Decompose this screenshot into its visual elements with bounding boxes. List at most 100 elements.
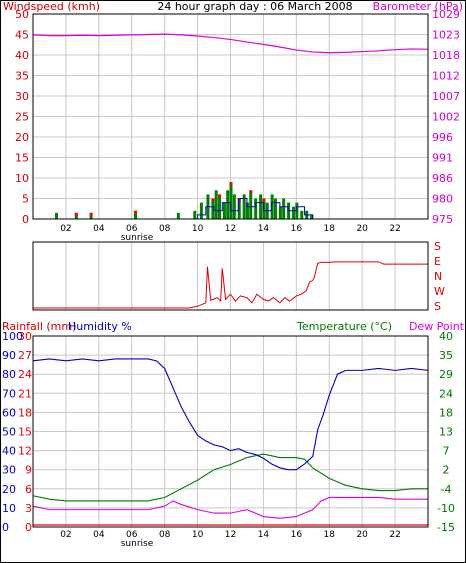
barometer-tick-label: 980 <box>432 193 453 206</box>
hour-tick-label: 04 <box>93 530 105 540</box>
gust-bar-peak <box>89 212 93 216</box>
panel1-hour-tick-labels: 02 04 06 08 10 12 14 16 18 20 22 <box>60 224 401 234</box>
temperature-tick-label: 40 <box>439 330 453 343</box>
sunrise-label: sunrise <box>121 233 154 243</box>
barometer-tick-labels: 1029 1023 1018 1012 1007 1002 996 991 986 980 975 <box>432 8 460 226</box>
rainfall-axis-title: Rainfall (mm) <box>2 320 76 333</box>
rainfall-tick-label: 27 <box>18 349 32 362</box>
rainfall-tick-label: 24 <box>18 368 32 381</box>
hour-tick-label: 02 <box>60 530 71 540</box>
barometer-tick-label: 1018 <box>432 49 460 62</box>
barometer-tick-label: 1007 <box>432 90 460 103</box>
dewpoint-axis-title: Dew Point <box>409 320 465 333</box>
gust-bar <box>222 202 226 219</box>
windspeed-tick-label: 50 <box>15 8 29 21</box>
hour-tick-label: 10 <box>192 530 204 540</box>
temperature-tick-label: 13 <box>439 426 453 439</box>
hour-tick-label: 16 <box>291 224 303 234</box>
hour-tick-label: 14 <box>258 530 270 540</box>
temperature-tick-label: 29 <box>439 368 453 381</box>
gust-bar <box>89 212 93 219</box>
barometer-tick-label: 1029 <box>432 8 460 21</box>
sunrise-label-bottom: sunrise <box>121 539 154 549</box>
hour-tick-label: 04 <box>93 224 105 234</box>
gust-bar-peak <box>249 190 253 194</box>
gust-bar <box>232 194 236 219</box>
humidity-tick-label: 20 <box>2 483 16 496</box>
temperature-tick-label: 35 <box>439 349 453 362</box>
windspeed-tick-label: 40 <box>15 49 29 62</box>
gust-bar <box>259 194 263 219</box>
barometer-line <box>32 33 429 54</box>
dewpoint-line <box>32 496 428 519</box>
gust-bar-peak <box>262 198 266 202</box>
gust-bar <box>249 190 253 219</box>
gust-bar <box>217 194 221 219</box>
gust-bar-peak <box>217 194 221 198</box>
direction-tick-label: S <box>434 300 441 313</box>
windspeed-tick-label: 10 <box>15 172 29 185</box>
gust-bar <box>282 198 286 219</box>
barometer-axis-title: Barometer (hPa) <box>373 0 463 13</box>
gust-bar <box>300 210 304 219</box>
humidity-tick-label: 30 <box>2 464 16 477</box>
gust-bar-peak <box>134 210 138 214</box>
rainfall-tick-label: 30 <box>18 330 32 343</box>
windspeed-tick-label: 0 <box>22 213 29 226</box>
gust-bar <box>193 210 197 219</box>
humidity-tick-label: 100 <box>2 330 23 343</box>
humidity-line <box>32 358 429 471</box>
hour-tick-label: 12 <box>225 224 236 234</box>
temperature-tick-label: 2 <box>443 464 450 477</box>
gust-bar <box>278 206 282 219</box>
temperature-tick-label: 24 <box>439 387 453 400</box>
wind-axis-title: Windspeed (kmh) <box>3 0 100 13</box>
hour-tick-label: 18 <box>324 530 336 540</box>
panel2-plot-border <box>32 241 429 311</box>
humidity-tick-label: 10 <box>2 502 16 515</box>
temperature-tick-label: -15 <box>437 521 455 534</box>
barometer-tick-label: 996 <box>432 131 453 144</box>
direction-tick-label: E <box>434 255 441 268</box>
rainfall-tick-label: 3 <box>25 502 32 515</box>
hour-tick-label: 14 <box>258 224 270 234</box>
temperature-tick-labels: 40 35 29 24 18 13 7 2 -4 -10 -15 <box>437 330 455 534</box>
barometer-tick-label: 1002 <box>432 111 460 124</box>
gust-bar <box>245 202 249 219</box>
gust-bar <box>74 212 78 219</box>
windspeed-tick-label: 15 <box>15 152 29 165</box>
gust-bar-peak <box>229 182 233 186</box>
rainfall-tick-label: 9 <box>25 464 32 477</box>
hour-tick-label: 22 <box>389 530 400 540</box>
rainfall-tick-label: 12 <box>18 445 32 458</box>
wind-direction-line <box>33 261 428 309</box>
windspeed-tick-label: 30 <box>15 90 29 103</box>
temperature-tick-label: 7 <box>443 445 450 458</box>
rainfall-tick-label: 15 <box>18 426 32 439</box>
gust-bar <box>254 198 258 219</box>
hour-tick-label: 18 <box>324 224 336 234</box>
temperature-axis-title: Temperature (°C) <box>296 320 392 333</box>
gust-bar <box>214 190 218 219</box>
humidity-tick-label: 70 <box>2 387 16 400</box>
panel1-plot-border <box>32 13 429 220</box>
humidity-tick-label: 50 <box>2 426 16 439</box>
panel3-plot-border <box>32 335 429 528</box>
panel3-hour-tick-labels: 02 04 06 08 10 12 14 16 18 20 22 <box>60 530 401 540</box>
hour-tick-label: 22 <box>389 224 400 234</box>
panel2-grid <box>65 242 396 310</box>
hour-tick-label: 08 <box>159 224 171 234</box>
barometer-tick-label: 986 <box>432 172 453 185</box>
direction-tick-label: W <box>434 285 445 298</box>
humidity-axis-title: Humidity % <box>68 320 132 333</box>
barometer-tick-label: 1012 <box>432 70 460 83</box>
hour-tick-label: 08 <box>159 530 171 540</box>
direction-tick-label: S <box>434 240 441 253</box>
gust-bar <box>273 198 277 219</box>
temperature-tick-label: -10 <box>437 502 455 515</box>
humidity-tick-label: 40 <box>2 445 16 458</box>
gust-bar <box>292 206 296 219</box>
